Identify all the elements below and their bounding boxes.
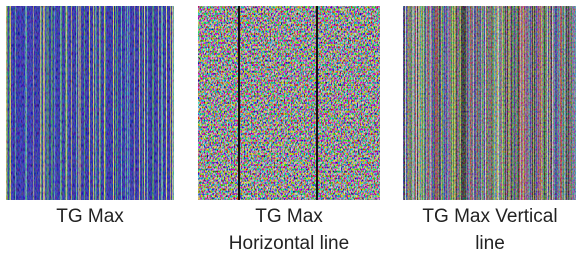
noise-image [198,6,380,200]
dark-line [316,6,318,200]
caption: TG Max Vertical [422,206,557,227]
caption: TG Max [56,206,124,227]
noise-image [6,6,174,200]
figure: TG Max TG Max Horizontal line TG Max Ver… [0,0,583,256]
noise-texture [198,6,380,200]
noise-stripe [6,6,174,200]
caption: Horizontal line [229,233,349,254]
caption: TG Max [255,206,323,227]
noise-image [403,6,576,200]
dark-line [238,6,240,200]
noise-stripe [403,6,576,200]
caption: line [475,233,505,254]
